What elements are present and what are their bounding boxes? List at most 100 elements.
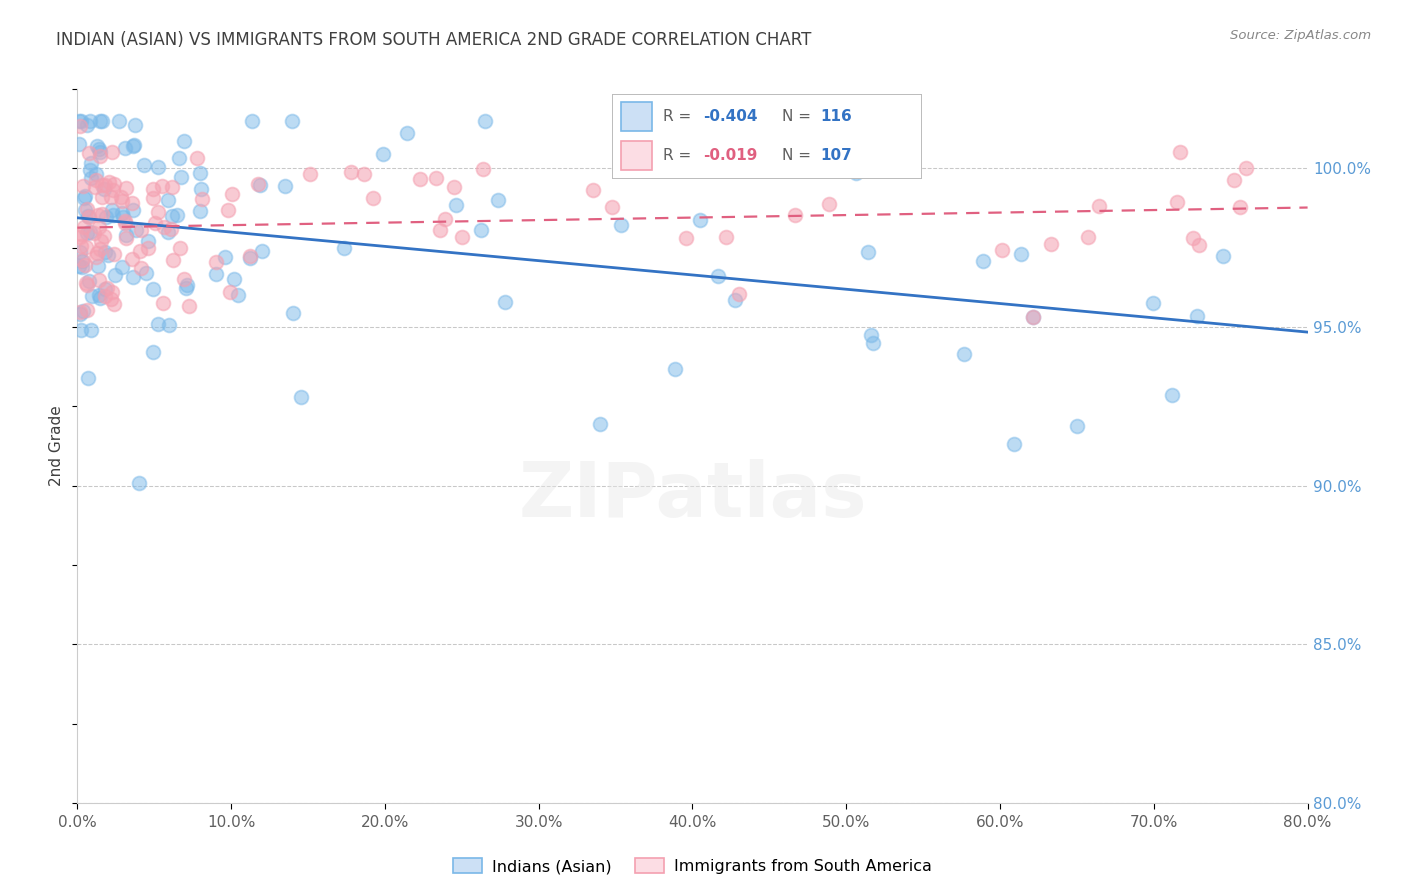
Point xyxy=(845,166,868,180)
Point xyxy=(87,220,110,235)
Point xyxy=(1181,231,1204,245)
Point xyxy=(474,114,496,128)
Point xyxy=(89,292,111,306)
Point xyxy=(224,271,246,285)
Point xyxy=(252,244,274,258)
Point xyxy=(190,192,212,206)
Point xyxy=(103,246,125,260)
Point xyxy=(70,252,93,267)
Point xyxy=(141,191,163,205)
Point xyxy=(142,182,165,196)
Point xyxy=(76,226,98,240)
Point xyxy=(247,177,270,191)
Legend: Indians (Asian), Immigrants from South America: Indians (Asian), Immigrants from South A… xyxy=(447,852,938,880)
Point xyxy=(79,225,101,239)
Point xyxy=(97,247,120,261)
Point xyxy=(121,252,143,266)
Point xyxy=(121,202,143,217)
Point xyxy=(72,191,94,205)
Point xyxy=(1002,436,1025,450)
Point xyxy=(93,182,115,196)
Point xyxy=(73,258,96,272)
Point xyxy=(76,118,98,132)
Point xyxy=(190,182,212,196)
Point xyxy=(150,179,173,194)
Point xyxy=(93,282,115,296)
Text: R =: R = xyxy=(662,109,696,124)
Point xyxy=(84,167,107,181)
Point xyxy=(77,210,100,224)
Point xyxy=(249,178,271,193)
Point xyxy=(281,114,304,128)
Point xyxy=(160,209,183,223)
Point xyxy=(450,230,472,244)
Point xyxy=(443,180,465,194)
Point xyxy=(157,194,180,208)
Point xyxy=(689,212,711,227)
Point xyxy=(100,190,122,204)
Point xyxy=(186,151,208,165)
Point xyxy=(136,235,159,249)
Point xyxy=(707,268,730,283)
Point xyxy=(122,269,145,284)
Point xyxy=(73,189,96,203)
Point xyxy=(724,293,747,308)
Point xyxy=(1142,296,1164,310)
Point xyxy=(353,168,375,182)
Point xyxy=(69,119,91,133)
Point xyxy=(69,305,91,319)
Text: Source: ZipAtlas.com: Source: ZipAtlas.com xyxy=(1230,29,1371,42)
Point xyxy=(69,307,91,321)
Point xyxy=(79,162,101,177)
Point xyxy=(173,272,195,286)
Point xyxy=(142,282,165,296)
Point xyxy=(1212,249,1234,263)
Point xyxy=(494,294,516,309)
Point xyxy=(1022,310,1045,324)
Point xyxy=(142,345,165,359)
Point xyxy=(167,151,190,165)
Point xyxy=(1040,237,1063,252)
Point xyxy=(91,189,114,203)
Point xyxy=(112,210,135,224)
Point xyxy=(84,180,107,194)
Point xyxy=(174,281,197,295)
Point xyxy=(408,171,430,186)
Point xyxy=(129,244,152,259)
Point xyxy=(90,114,112,128)
Point xyxy=(160,179,183,194)
Point xyxy=(70,114,93,128)
Text: 116: 116 xyxy=(821,109,852,124)
Point xyxy=(146,204,169,219)
Point xyxy=(111,194,134,208)
Point xyxy=(70,323,93,337)
Point xyxy=(1161,387,1184,401)
Point xyxy=(582,183,605,197)
Point xyxy=(122,139,145,153)
Point xyxy=(70,227,93,241)
Point xyxy=(152,220,174,235)
Point xyxy=(94,178,117,193)
Point xyxy=(1087,199,1109,213)
Point xyxy=(425,170,447,185)
Point xyxy=(471,161,494,176)
Point xyxy=(770,128,793,142)
Point xyxy=(86,139,108,153)
Point xyxy=(124,118,146,132)
Point xyxy=(217,202,239,217)
Point xyxy=(87,273,110,287)
Point xyxy=(972,254,994,268)
Point xyxy=(103,297,125,311)
Point xyxy=(69,245,91,260)
Point xyxy=(1166,195,1188,210)
Point xyxy=(371,146,394,161)
Point xyxy=(72,179,94,194)
Point xyxy=(239,251,262,265)
Point xyxy=(862,335,884,350)
Point xyxy=(124,223,146,237)
Point xyxy=(134,158,156,172)
Point xyxy=(429,223,451,237)
Point xyxy=(103,183,125,197)
Point xyxy=(90,178,112,193)
Point xyxy=(87,288,110,302)
